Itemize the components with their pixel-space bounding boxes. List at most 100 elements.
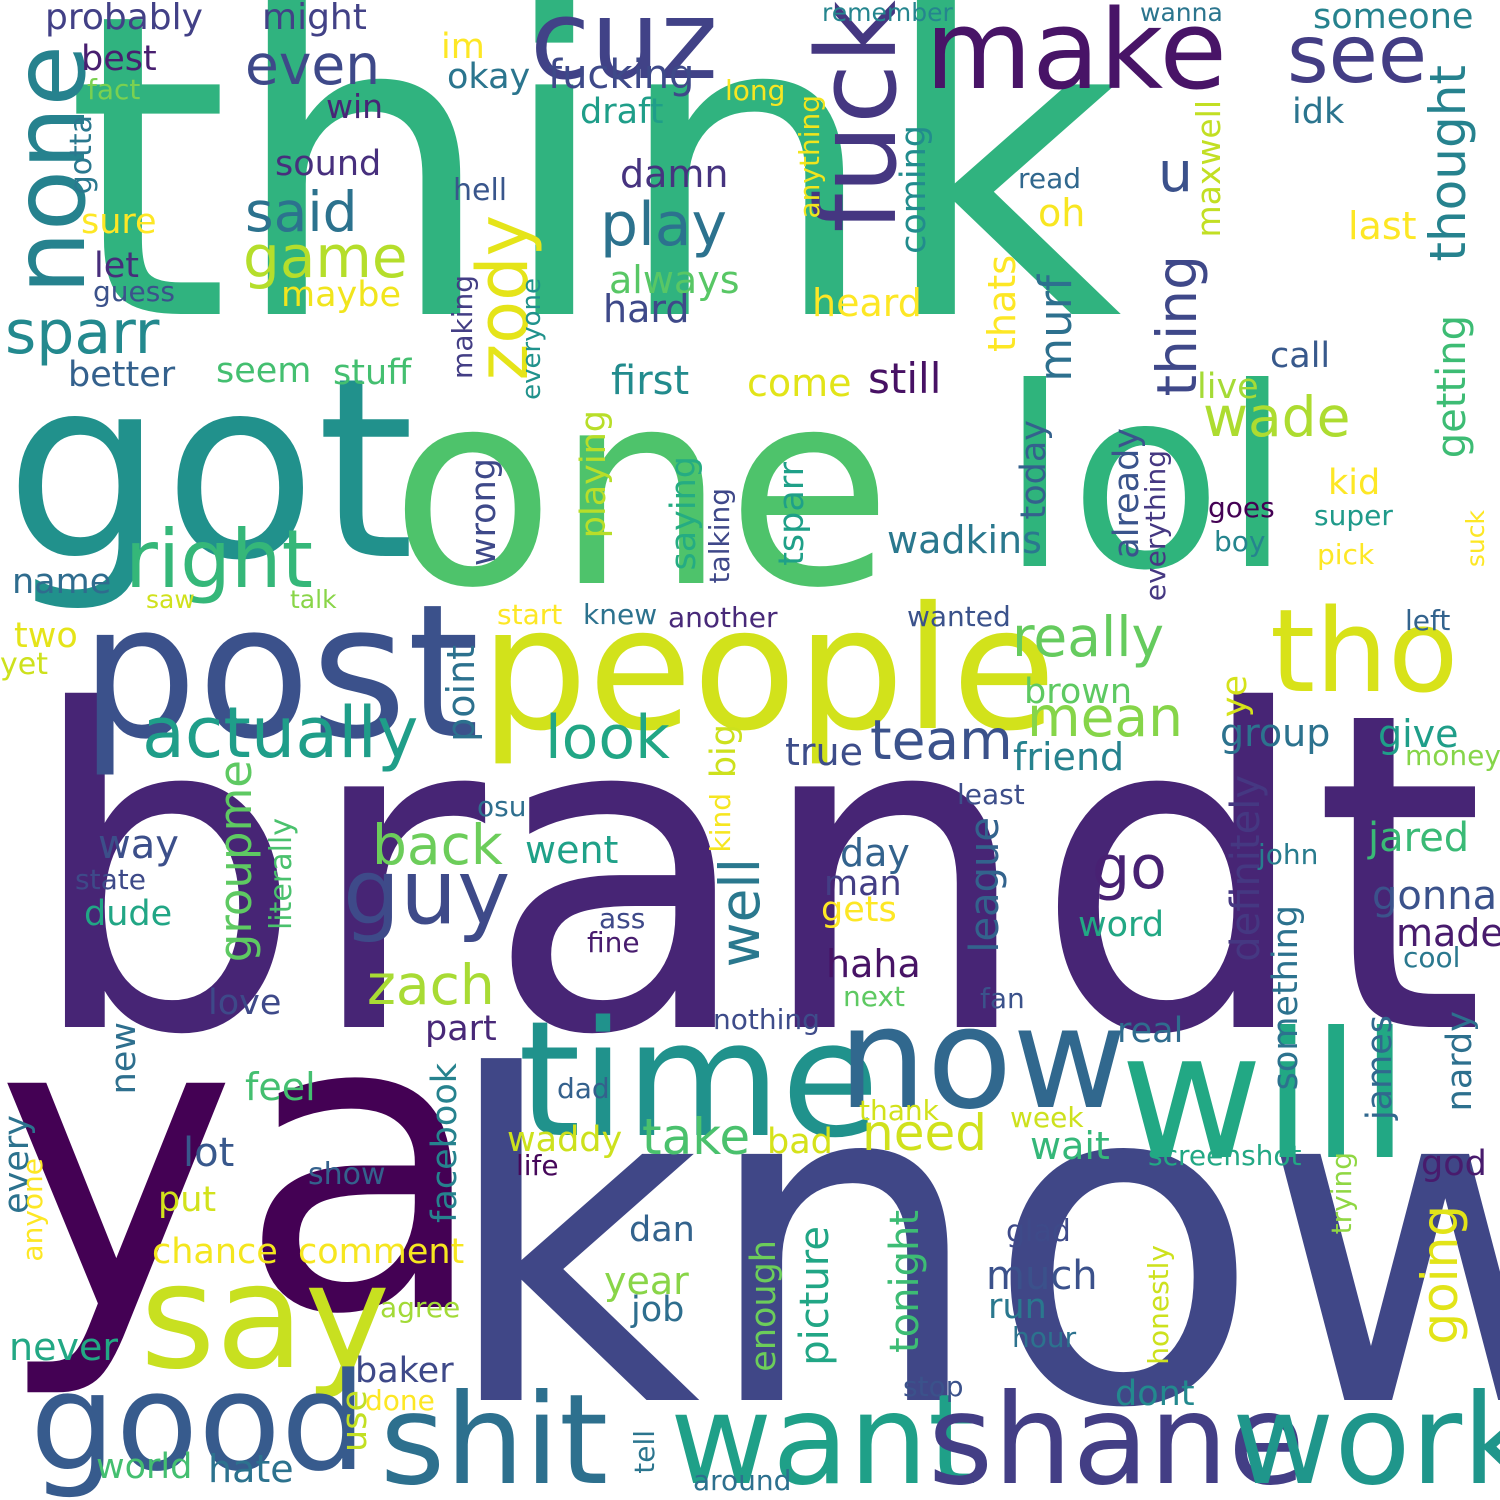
word-thank: thank [859,1094,939,1127]
word-baker: baker [355,1351,454,1391]
word-pick: pick [1317,538,1375,571]
word-wanna: wanna [1140,0,1223,27]
word-stop: stop [903,1370,964,1403]
word-tho: tho [1270,585,1459,719]
word-hour: hour [1012,1321,1077,1354]
word-remember: remember [822,0,953,27]
word-goes: goes [1208,491,1275,524]
word-state: state [75,863,146,896]
word-comment: comment [298,1232,465,1272]
word-let: let [94,246,139,286]
word-put: put [158,1180,217,1220]
word-playing: playing [574,410,614,539]
word-give: give [1378,712,1459,756]
word-saw: saw [146,585,195,614]
word-probably: probably [45,0,203,38]
word-know: know [440,983,1500,1500]
word-groupme: groupme [209,760,262,963]
word-u: u [1158,140,1193,204]
word-trying: trying [1325,1152,1358,1235]
word-first: first [611,358,690,404]
word-nothing: nothing [713,1003,820,1036]
word-say: say [140,1233,391,1402]
word-bad: bad [767,1122,833,1162]
word-tsparr: tsparr [772,462,812,566]
word-show: show [308,1157,386,1192]
word-better: better [68,355,176,395]
word-shane: shane [928,1368,1306,1500]
word-dont: dont [1115,1374,1195,1414]
word-fan: fan [980,982,1025,1015]
word-want: want [670,1368,978,1500]
word-honestly: honestly [1142,1245,1175,1365]
word-call: call [1270,336,1331,376]
word-thats: thats [980,255,1024,352]
word-game: game [243,223,408,291]
word-day: day [840,831,910,875]
word-maybe: maybe [281,275,402,315]
word-brown: brown [1024,672,1133,712]
word-wadkins: wadkins [887,518,1042,562]
word-ya: ya [0,926,489,1404]
word-gotta: gotta [64,115,99,195]
word-boy: boy [1214,525,1266,558]
word-win: win [326,87,384,126]
word-draft: draft [580,92,664,132]
word-another: another [668,601,778,634]
word-someone: someone [1313,0,1474,37]
word-getting: getting [1429,315,1475,459]
word-best: best [81,39,157,79]
word-enough: enough [744,1240,784,1372]
word-never: never [9,1325,118,1369]
word-super: super [1314,499,1393,532]
word-damn: damn [620,152,729,196]
word-osu: osu [477,790,527,823]
word-think: think [65,0,1122,414]
word-john: john [1258,838,1319,871]
word-brandt: brandt [25,619,1486,1131]
word-wrong: wrong [464,458,504,567]
word-everyone: everyone [517,278,547,400]
word-name: name [12,562,112,602]
word-cool: cool [1403,941,1461,974]
word-make: make [925,0,1228,114]
word-run: run [988,1287,1047,1327]
word-going: going [1411,1205,1469,1345]
word-knew: knew [583,598,658,631]
word-got: got [5,324,415,615]
word-ass: ass [599,902,646,935]
word-actually: actually [142,692,419,774]
word-will: will [1120,996,1409,1199]
word-even: even [245,33,381,97]
word-today: today [1014,420,1054,520]
word-waddy: waddy [507,1120,623,1160]
word-heard: heard [812,281,922,325]
word-kid: kid [1328,463,1381,503]
word-live: live [1197,367,1259,407]
word-need: need [862,1104,987,1162]
word-well: well [708,858,772,968]
word-long: long [725,74,786,107]
word-fact: fact [87,73,141,106]
word-yet: yet [0,647,48,682]
word-something: something [1266,905,1306,1091]
word-shit: shit [380,1368,609,1500]
word-wait: wait [1030,1124,1110,1168]
word-picture: picture [792,1226,838,1366]
word-dad: dad [557,1072,610,1105]
word-okay: okay [447,57,531,97]
word-money: money [1405,739,1500,772]
word-zach: zach [367,953,495,1017]
word-literally: literally [264,818,299,931]
word-oh: oh [1038,191,1086,235]
word-see: see [1287,8,1428,101]
word-look: look [545,703,670,773]
word-true: true [785,730,863,774]
word-job: job [631,1290,685,1330]
word-gonna: gonna [1372,873,1498,919]
word-talking: talking [703,488,736,584]
word-work: work [1232,1368,1500,1500]
word-play: play [600,190,728,260]
word-post: post [80,564,480,780]
